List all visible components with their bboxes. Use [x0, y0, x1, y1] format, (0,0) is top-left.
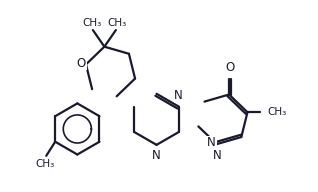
- Text: O: O: [77, 57, 86, 70]
- Text: N: N: [212, 149, 221, 162]
- Text: CH₃: CH₃: [267, 107, 287, 117]
- Text: N: N: [207, 136, 216, 149]
- Text: CH₃: CH₃: [82, 18, 101, 28]
- Text: N: N: [152, 149, 161, 162]
- Text: CH₃: CH₃: [107, 18, 127, 28]
- Text: CH₃: CH₃: [35, 159, 55, 169]
- Text: N: N: [174, 89, 183, 102]
- Text: O: O: [226, 61, 235, 74]
